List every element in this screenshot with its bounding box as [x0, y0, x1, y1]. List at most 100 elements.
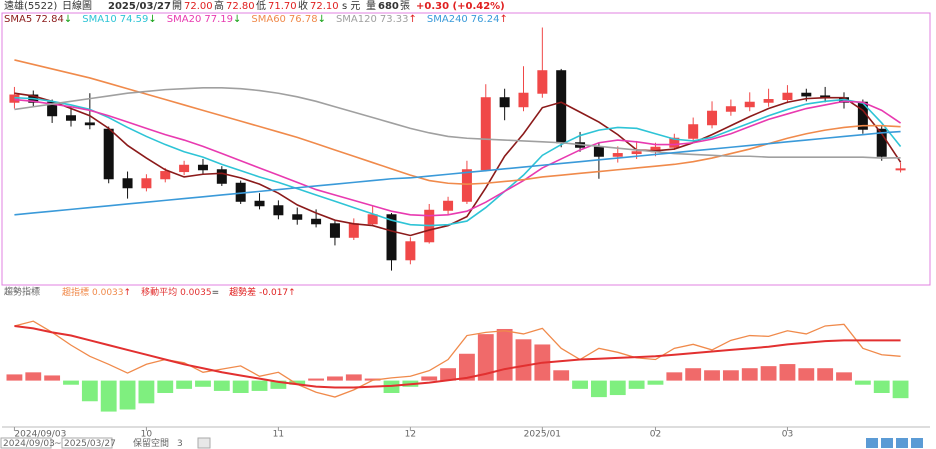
setting-button[interactable] — [197, 437, 211, 449]
legend-trend: ↓ — [233, 14, 241, 25]
legend-value: 76.78 — [289, 14, 318, 25]
legend-name: SMA10 — [82, 14, 117, 25]
legend-value: 74.59 — [120, 14, 149, 25]
candle-body — [593, 146, 604, 157]
histogram-bar — [63, 380, 79, 385]
start-date: 2024/09/03 — [3, 439, 55, 449]
histogram-bar — [138, 380, 155, 404]
histogram-bar — [647, 380, 664, 385]
ma-line — [14, 130, 901, 216]
histogram-bar — [515, 339, 532, 381]
histogram-bar — [345, 374, 362, 381]
candle-body — [669, 137, 680, 148]
volume-unit: 張 — [400, 0, 410, 12]
candle-body — [782, 92, 793, 101]
ma-line — [14, 92, 902, 237]
candle-body — [254, 200, 265, 207]
histogram-bar — [270, 380, 287, 389]
histogram-bar — [308, 378, 325, 381]
date: 2025/03/27 — [108, 1, 171, 12]
legend-value: 0.0033 — [92, 288, 124, 298]
legend-value: 77.19 — [204, 14, 233, 25]
change: +0.30 (+0.42%) — [416, 1, 505, 12]
candle-body — [556, 70, 567, 144]
histogram-bar — [666, 372, 683, 381]
end-input[interactable] — [61, 437, 113, 449]
footer: 2024/09/03 ~ 2025/03/27 保留空間 3 — [0, 437, 923, 449]
histogram-bar — [157, 380, 174, 393]
histogram-bar — [81, 380, 98, 402]
histogram-bar — [572, 380, 588, 389]
legend-value: 76.24 — [471, 14, 500, 25]
indicator-line — [14, 320, 901, 398]
candle-body — [160, 171, 171, 180]
candle-body — [443, 200, 454, 211]
zoom-in[interactable] — [866, 438, 878, 448]
histogram-bar — [421, 376, 438, 381]
scroll-left[interactable] — [896, 438, 908, 448]
high: 72.80 — [226, 1, 255, 12]
indicator-title: 趨勢指標 — [4, 286, 40, 298]
candle-body — [367, 214, 378, 225]
histogram-bar — [628, 380, 645, 389]
ma-line — [14, 96, 902, 227]
histogram-bar — [704, 370, 720, 381]
legend-trend: ↑ — [124, 288, 132, 298]
histogram-bar — [176, 380, 193, 389]
legend-value: 73.33 — [380, 14, 409, 25]
close: 72.10 — [310, 1, 339, 12]
histogram-bar — [327, 376, 343, 381]
candle-body — [329, 223, 340, 238]
low-label: 低 — [256, 0, 266, 12]
start-input[interactable] — [0, 437, 52, 449]
histogram-bar — [251, 380, 268, 391]
candle-body — [499, 97, 510, 108]
candle-body — [707, 110, 718, 126]
candle-body — [631, 151, 642, 155]
range-sep: ~ — [54, 439, 62, 449]
ma-line — [14, 59, 901, 185]
candle-body — [273, 205, 284, 216]
legend-trend: ↓ — [148, 14, 156, 25]
reserve-label: 保留空間 — [133, 437, 169, 449]
x-tick-label: 2024/09/03 — [14, 430, 66, 440]
legend-name: 移動平均 — [141, 286, 177, 298]
stock-name: 遠雄(5522) — [4, 0, 57, 12]
histogram-bar — [722, 370, 739, 381]
histogram-bar — [760, 366, 777, 381]
histogram-bar — [741, 368, 758, 381]
candle-body — [197, 164, 208, 171]
open: 72.00 — [184, 1, 213, 12]
candle-body — [744, 101, 755, 108]
candle-body — [895, 168, 906, 171]
zoom-out[interactable] — [881, 438, 893, 448]
histogram-bar — [440, 368, 456, 381]
candle-body — [763, 99, 774, 103]
legend-value: 72.84 — [35, 14, 64, 25]
histogram-bar — [798, 368, 815, 381]
ma-legend: SMA5 72.84↓ SMA10 74.59↓ SMA20 77.19↓ SMA60 76.… — [4, 14, 508, 25]
candle-body — [612, 153, 623, 157]
candle-body — [461, 169, 472, 202]
legend-name: SMA60 — [251, 14, 286, 25]
histogram-bar — [213, 380, 230, 391]
candle-body — [386, 214, 397, 261]
open-label: 開 — [172, 0, 182, 12]
candle-body — [65, 115, 76, 121]
scroll-right[interactable] — [911, 438, 923, 448]
histogram-bar — [6, 374, 23, 381]
histogram-bar — [779, 364, 796, 381]
x-tick-label: 11 — [273, 430, 284, 440]
price-panel — [1, 12, 931, 286]
histogram-bar — [44, 375, 61, 381]
ma-line — [14, 98, 902, 217]
candle-body — [688, 124, 699, 139]
candle-body — [216, 169, 227, 184]
legend-name: 趨指標 — [62, 286, 89, 298]
legend-trend: ↑ — [288, 288, 296, 298]
histogram-bar — [553, 370, 570, 381]
legend-value: 0.0035 — [180, 288, 212, 298]
volume: 680 — [378, 1, 399, 12]
candle-body — [405, 241, 416, 261]
candle-body — [876, 128, 887, 157]
